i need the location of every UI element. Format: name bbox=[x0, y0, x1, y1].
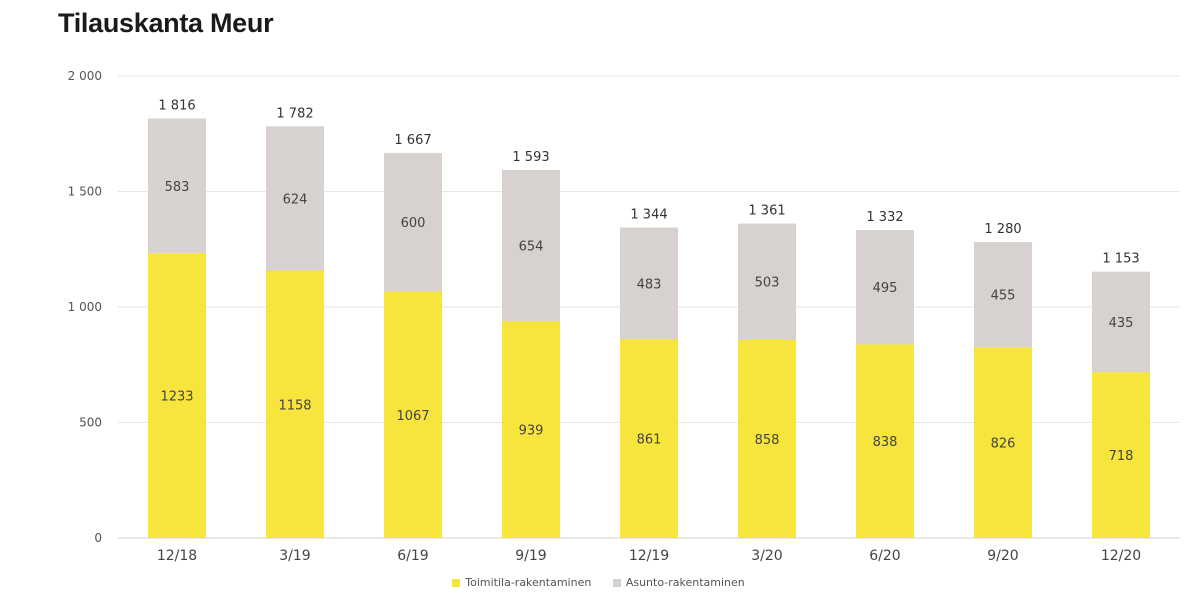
y-tick-label: 1 000 bbox=[68, 300, 102, 314]
x-tick-label: 12/20 bbox=[1101, 548, 1141, 564]
bar-asunto bbox=[148, 118, 206, 254]
data-label-toimitila: 826 bbox=[991, 437, 1016, 452]
data-label-toimitila: 858 bbox=[755, 433, 780, 448]
x-tick-label: 9/19 bbox=[515, 548, 546, 564]
data-label-toimitila: 1158 bbox=[278, 398, 311, 413]
legend-label-asunto: Asunto-rakentaminen bbox=[625, 576, 745, 589]
bar-toimitila bbox=[738, 339, 796, 538]
data-label-asunto: 654 bbox=[519, 240, 544, 255]
data-label-toimitila: 718 bbox=[1109, 449, 1134, 464]
legend-swatch-toimitila bbox=[452, 578, 461, 587]
x-tick-label: 6/19 bbox=[397, 548, 428, 564]
bar-asunto bbox=[266, 126, 324, 271]
total-label: 1 332 bbox=[866, 210, 903, 225]
y-tick-label: 500 bbox=[79, 416, 102, 430]
legend-item-asunto: Asunto-rakentaminen bbox=[612, 576, 745, 589]
data-label-asunto: 483 bbox=[637, 277, 662, 292]
bar-toimitila bbox=[502, 321, 560, 538]
bar-asunto bbox=[974, 242, 1032, 348]
x-tick-label: 9/20 bbox=[987, 548, 1018, 564]
total-label: 1 782 bbox=[276, 106, 313, 121]
stacked-bar-chart: 0 500 1 000 1 500 2 000 1233 583 1 816 12/18 115… bbox=[68, 69, 1180, 564]
total-label: 1 344 bbox=[630, 208, 667, 223]
total-label: 1 280 bbox=[984, 222, 1021, 237]
x-tick-label: 12/18 bbox=[157, 548, 197, 564]
x-tick-label: 3/20 bbox=[751, 548, 782, 564]
bar-asunto bbox=[384, 152, 442, 292]
x-tick-label: 12/19 bbox=[629, 548, 669, 564]
bar-asunto bbox=[856, 230, 914, 345]
legend-label-toimitila: Toimitila-rakentaminen bbox=[465, 576, 592, 589]
bar-asunto bbox=[502, 170, 560, 322]
total-label: 1 593 bbox=[512, 150, 549, 165]
data-label-toimitila: 861 bbox=[637, 433, 662, 448]
data-label-toimitila: 1067 bbox=[396, 409, 429, 424]
data-label-asunto: 583 bbox=[165, 180, 190, 195]
legend: Toimitila-rakentaminen Asunto-rakentamin… bbox=[0, 576, 1197, 590]
bar-asunto bbox=[1092, 271, 1150, 373]
total-label: 1 361 bbox=[748, 204, 785, 219]
y-tick-label: 1 500 bbox=[68, 185, 102, 199]
legend-item-toimitila: Toimitila-rakentaminen bbox=[452, 576, 591, 589]
data-label-asunto: 624 bbox=[283, 192, 308, 207]
data-label-toimitila: 838 bbox=[873, 435, 898, 450]
data-label-toimitila: 1233 bbox=[160, 390, 193, 405]
chart-title: Tilauskanta Meur bbox=[58, 8, 274, 38]
total-label: 1 153 bbox=[1102, 252, 1139, 267]
bar-asunto bbox=[738, 223, 796, 340]
total-label: 1 667 bbox=[394, 133, 431, 148]
bar-toimitila bbox=[974, 347, 1032, 538]
bar-toimitila bbox=[266, 270, 324, 538]
data-label-asunto: 600 bbox=[401, 216, 426, 231]
x-tick-label: 3/19 bbox=[279, 548, 310, 564]
data-label-asunto: 435 bbox=[1109, 316, 1134, 331]
data-label-asunto: 503 bbox=[755, 276, 780, 291]
bar-toimitila bbox=[148, 253, 206, 538]
bar-toimitila bbox=[620, 339, 678, 538]
total-label: 1 816 bbox=[158, 99, 195, 114]
legend-swatch-asunto bbox=[612, 578, 621, 587]
y-tick-label: 2 000 bbox=[68, 69, 102, 83]
x-tick-label: 6/20 bbox=[869, 548, 900, 564]
data-label-asunto: 495 bbox=[873, 281, 898, 296]
bar-asunto bbox=[620, 227, 678, 340]
bar-toimitila bbox=[384, 291, 442, 538]
data-label-asunto: 455 bbox=[991, 289, 1016, 304]
data-label-toimitila: 939 bbox=[519, 424, 544, 439]
bar-toimitila bbox=[856, 344, 914, 538]
bar-toimitila bbox=[1092, 372, 1150, 538]
y-tick-label: 0 bbox=[94, 531, 102, 545]
